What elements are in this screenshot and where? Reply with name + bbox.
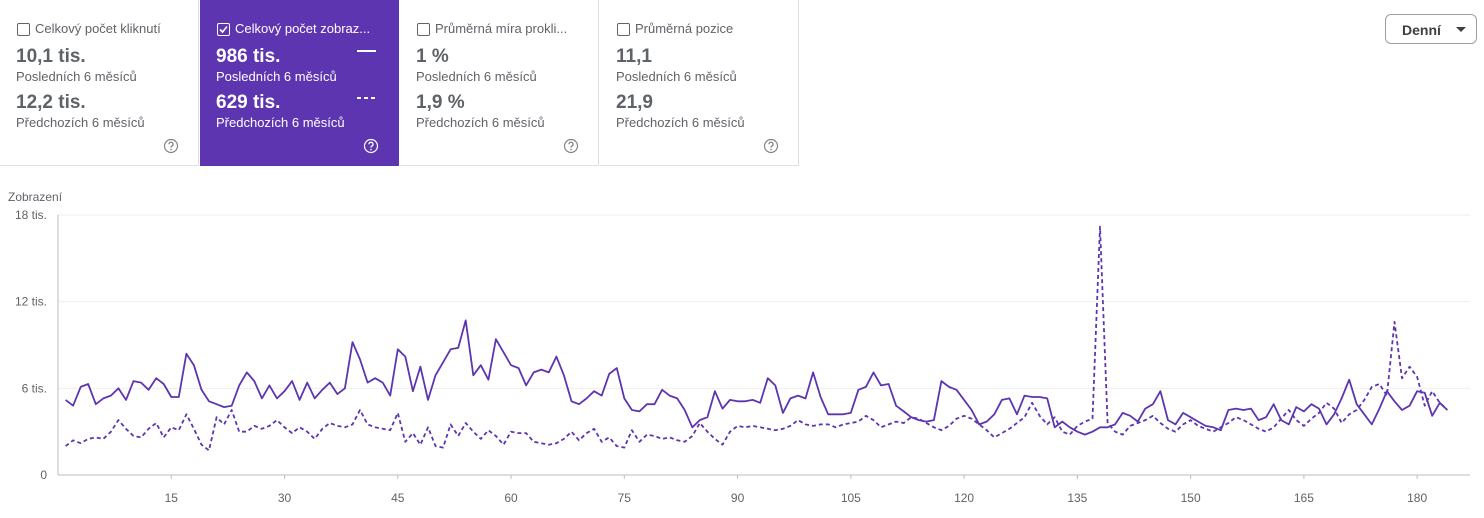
current-label: Posledních 6 měsíců [616, 69, 737, 84]
help-dot [770, 148, 772, 151]
current-value: 10,1 tis. [16, 46, 86, 67]
dropdown-arrow [1456, 27, 1466, 32]
x-tick-label: 30 [278, 491, 292, 505]
check-path [219, 25, 228, 34]
current-label: Posledních 6 měsíců [16, 69, 137, 84]
help-dot [170, 148, 172, 151]
card-title: Celkový počet zobraz... [235, 21, 371, 36]
card-title: Celkový počet kliknutí [35, 21, 161, 36]
check-mark [219, 25, 228, 34]
help-dot [570, 148, 572, 151]
metric-card[interactable]: Průměrná míra prokli... 1 % Posledních 6 m… [400, 0, 599, 166]
x-tick-label: 105 [841, 491, 861, 505]
x-tick-label: 150 [1181, 491, 1201, 505]
metric-card[interactable]: Celkový počet zobraz... 986 tis. Posledníc… [200, 0, 399, 166]
y-tick-label: 6 tis. [22, 381, 47, 395]
previous-label: Předchozích 6 měsíců [216, 115, 345, 130]
x-tick-label: 135 [1067, 491, 1087, 505]
help-circle [563, 138, 579, 154]
previous-label: Předchozích 6 měsíců [616, 115, 745, 130]
previous-value: 21,9 [616, 92, 653, 113]
legend-line [357, 50, 376, 52]
current-value: 11,1 [616, 46, 652, 67]
help-circle [363, 138, 379, 154]
previous-value: 629 tis. [216, 92, 281, 113]
checkbox[interactable] [17, 23, 30, 36]
series-line [65, 225, 1448, 452]
checkbox[interactable] [617, 23, 630, 36]
current-label: Posledních 6 měsíců [216, 69, 337, 84]
previous-label: Předchozích 6 měsíců [416, 115, 545, 130]
metric-card[interactable]: Celkový počet kliknutí 10,1 tis. Posledníc… [0, 0, 199, 166]
dropdown-label: Denní [1402, 22, 1441, 38]
current-label: Posledních 6 měsíců [416, 69, 537, 84]
y-axis-label: Zobrazení [8, 190, 63, 204]
card-title: Průměrná pozice [635, 21, 734, 36]
x-tick-label: 90 [731, 491, 745, 505]
period-dropdown[interactable]: Denní [1385, 14, 1477, 44]
help-icon[interactable] [763, 138, 779, 154]
previous-value: 12,2 tis. [16, 92, 86, 113]
current-value: 1 % [416, 46, 449, 67]
help-circle [163, 138, 179, 154]
x-tick-label: 15 [165, 491, 179, 505]
help-circle [763, 138, 779, 154]
previous-value: 1,9 % [416, 92, 465, 113]
help-icon[interactable] [363, 138, 379, 154]
help-glyph [368, 141, 374, 148]
legend-line [357, 97, 376, 99]
help-glyph [768, 141, 774, 148]
checkbox[interactable] [417, 23, 430, 36]
help-icon[interactable] [563, 138, 579, 154]
x-tick-label: 165 [1294, 491, 1314, 505]
card-title: Průměrná míra prokli... [435, 21, 568, 36]
checkbox[interactable] [217, 23, 230, 36]
series-line [65, 319, 1448, 436]
y-tick-label: 0 [40, 468, 47, 482]
metric-card[interactable]: Průměrná pozice 11,1 Posledních 6 měsíců 21… [600, 0, 799, 166]
x-tick-label: 45 [391, 491, 405, 505]
x-tick-label: 120 [954, 491, 974, 505]
y-tick-label: 12 tis. [15, 295, 47, 309]
current-value: 986 tis. [216, 46, 281, 67]
help-glyph [568, 141, 574, 148]
x-tick-label: 75 [618, 491, 632, 505]
y-tick-label: 18 tis. [15, 208, 47, 222]
previous-label: Předchozích 6 měsíců [16, 115, 145, 130]
help-icon[interactable] [163, 138, 179, 154]
x-tick-label: 60 [504, 491, 518, 505]
x-tick-label: 180 [1407, 491, 1427, 505]
help-glyph [168, 141, 174, 148]
help-dot [370, 148, 372, 151]
